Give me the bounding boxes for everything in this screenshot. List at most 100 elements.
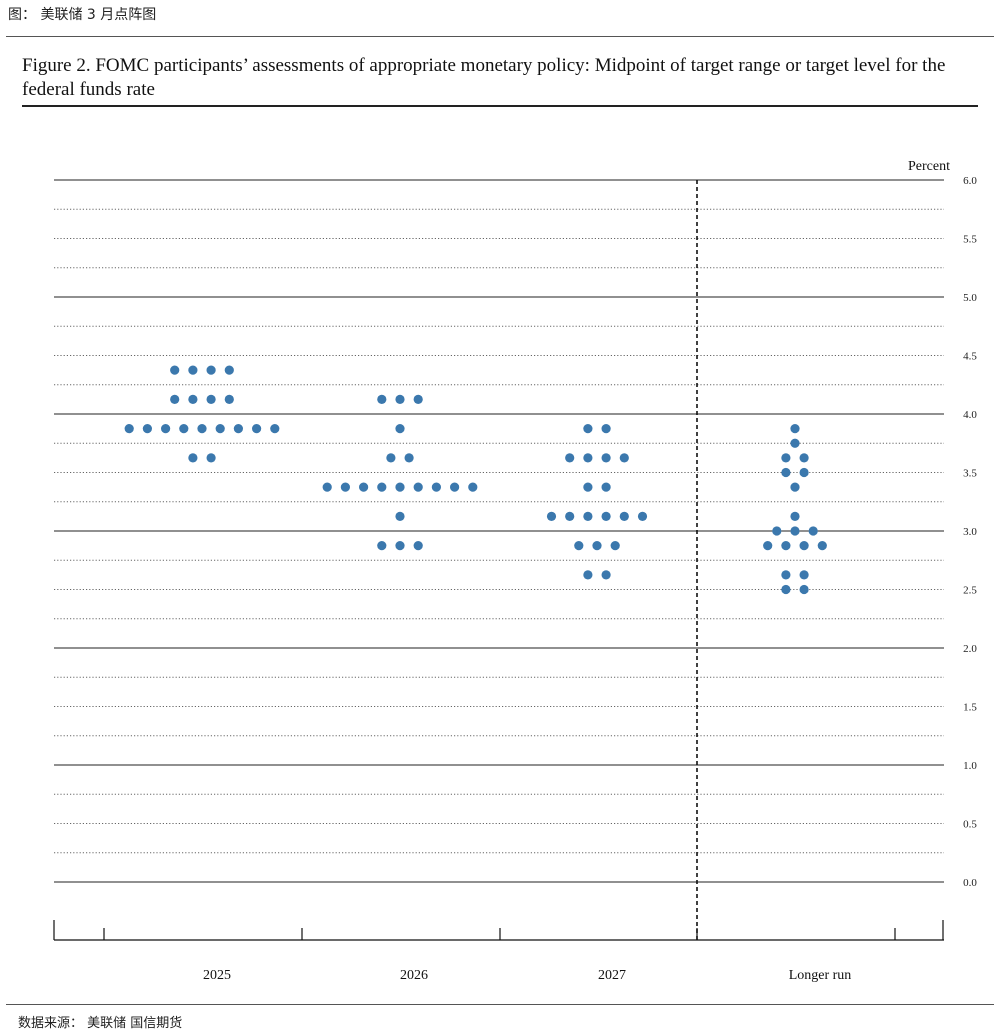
dot [161, 424, 171, 434]
dot [395, 541, 405, 551]
y-tick-label: 5.0 [963, 292, 977, 304]
dot [188, 365, 198, 375]
dot [224, 394, 234, 404]
dot [206, 394, 216, 404]
dot [790, 526, 800, 536]
dot [270, 424, 280, 434]
dot [188, 394, 198, 404]
bottom-rule [6, 1004, 994, 1005]
dot [142, 424, 152, 434]
dot [601, 511, 611, 521]
dot [781, 570, 791, 580]
dot [763, 541, 773, 551]
dot [395, 482, 405, 492]
dot [601, 570, 611, 580]
dot [790, 511, 800, 521]
y-tick-label: 4.5 [963, 351, 977, 363]
y-tick-label: 3.0 [963, 526, 977, 538]
dot [781, 541, 791, 551]
dot-column [763, 424, 827, 595]
x-category-label: 2027 [598, 968, 626, 983]
dot [413, 394, 423, 404]
dot [124, 424, 134, 434]
dot [772, 526, 782, 536]
dot [583, 424, 593, 434]
dot [808, 526, 818, 536]
dot [179, 424, 189, 434]
dot [468, 482, 478, 492]
dot [592, 541, 602, 551]
dot [322, 482, 332, 492]
dot [170, 365, 180, 375]
dot [610, 541, 620, 551]
dot [377, 482, 387, 492]
y-tick-label: 0.0 [963, 877, 977, 889]
dot [619, 453, 629, 463]
dot [601, 424, 611, 434]
dot [395, 424, 405, 434]
top-rule [6, 36, 994, 37]
dot-column [546, 424, 648, 580]
x-category-label: 2025 [203, 968, 231, 983]
y-tick-label: 2.5 [963, 585, 977, 597]
dot [781, 467, 791, 478]
dot [583, 482, 593, 492]
title-rule [22, 105, 978, 107]
dot [781, 453, 791, 463]
dot [799, 541, 809, 551]
dot-column [124, 365, 280, 463]
y-tick-label: 3.5 [963, 468, 977, 480]
x-category-label: 2026 [400, 968, 428, 983]
dot [170, 394, 180, 404]
dot [601, 453, 611, 463]
dot [413, 482, 423, 492]
dot [386, 453, 396, 463]
dot [377, 541, 387, 551]
dot [215, 424, 225, 434]
dot [450, 482, 460, 492]
y-tick-label: 5.5 [963, 234, 977, 246]
dot [583, 453, 593, 463]
dot [565, 453, 575, 463]
dot [395, 394, 405, 404]
dot [233, 424, 243, 434]
y-tick-label: 1.5 [963, 702, 977, 714]
dot [799, 467, 809, 478]
dot [790, 438, 800, 448]
label-layer: 6.0 5.5 5.0 4.5 4.0 3.5 3.0 2.5 2.0 1.5 1.0 0.5 0.0 P… [203, 159, 977, 983]
dot [601, 482, 611, 492]
dot [197, 424, 207, 434]
dot [637, 511, 648, 521]
dot [206, 453, 216, 463]
dot [413, 541, 423, 551]
dots-layer [124, 365, 827, 595]
y-tick-label: 1.0 [963, 760, 977, 772]
dot-plot-chart: 6.0 5.5 5.0 4.5 4.0 3.5 3.0 2.5 2.0 1.5 1.0 0.5 0.0 P… [53, 159, 977, 983]
dot [224, 365, 234, 375]
figure-title: Figure 2. FOMC participants’ assessments… [22, 55, 946, 100]
top-caption: 图： 美联储 3 月点阵图 [8, 7, 157, 23]
dot [188, 453, 198, 463]
dot [583, 511, 593, 521]
y-tick-labels: 6.0 5.5 5.0 4.5 4.0 3.5 3.0 2.5 2.0 1.5 1.0 0.5 0.0 [963, 175, 977, 889]
dot [404, 453, 414, 463]
axis-layer [53, 180, 944, 941]
y-tick-label: 6.0 [963, 175, 977, 187]
dot [546, 511, 557, 521]
dot [790, 482, 800, 492]
dot [790, 424, 800, 434]
dot [817, 541, 827, 551]
dot [340, 482, 350, 492]
dot [619, 511, 629, 521]
y-axis-label: Percent [908, 159, 950, 174]
dot [799, 584, 809, 595]
y-tick-label: 0.5 [963, 819, 977, 831]
grid-layer [54, 179, 944, 883]
dot [252, 424, 262, 434]
dot [377, 394, 387, 404]
x-category-label: Longer run [789, 968, 852, 983]
dot [799, 453, 809, 463]
dot [574, 541, 584, 551]
dot [781, 584, 791, 595]
dot-column [322, 394, 478, 551]
